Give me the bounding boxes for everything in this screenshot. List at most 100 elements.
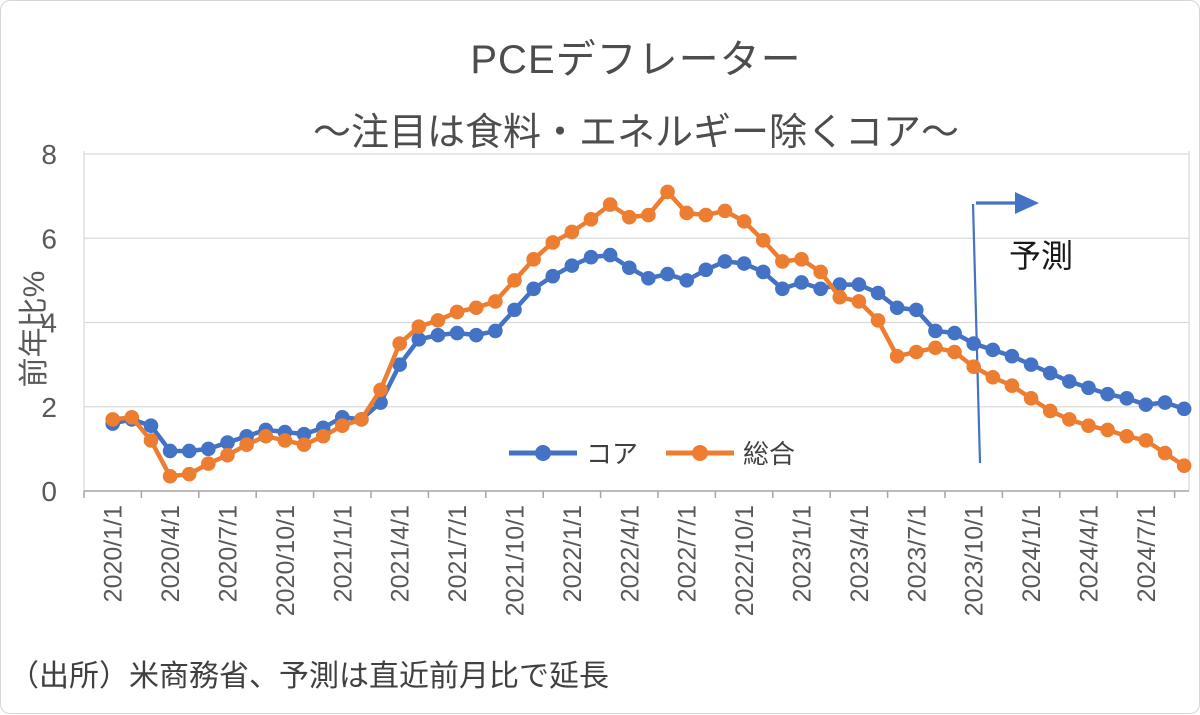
data-point bbox=[775, 254, 790, 269]
svg-text:2020/7/1: 2020/7/1 bbox=[215, 505, 243, 602]
data-point bbox=[1004, 348, 1020, 364]
data-point bbox=[908, 302, 924, 318]
data-point bbox=[162, 443, 178, 459]
data-point bbox=[1062, 412, 1077, 427]
forecast-divider bbox=[971, 203, 982, 464]
svg-text:6: 6 bbox=[41, 223, 57, 254]
data-point bbox=[1023, 391, 1039, 406]
data-point bbox=[1042, 365, 1058, 381]
data-point bbox=[1157, 445, 1173, 461]
legend: コア 総合 bbox=[507, 434, 795, 471]
data-point bbox=[813, 281, 828, 297]
gridlines bbox=[83, 151, 1190, 491]
data-point bbox=[966, 336, 981, 351]
data-point bbox=[641, 270, 656, 286]
data-point bbox=[258, 428, 274, 444]
data-point bbox=[181, 443, 197, 459]
svg-text:2022/1/1: 2022/1/1 bbox=[559, 505, 587, 602]
data-point bbox=[201, 441, 216, 457]
series-core bbox=[105, 247, 1192, 459]
data-point bbox=[966, 359, 981, 375]
data-point bbox=[373, 382, 388, 398]
svg-text:2024/4/1: 2024/4/1 bbox=[1076, 505, 1104, 602]
data-point bbox=[813, 264, 828, 280]
data-point bbox=[277, 433, 293, 448]
legend-item-core: コア bbox=[507, 434, 638, 471]
data-point bbox=[296, 426, 312, 442]
data-point bbox=[928, 340, 943, 356]
core-series-swatch bbox=[509, 444, 577, 461]
data-point bbox=[545, 235, 561, 250]
data-point bbox=[985, 369, 1001, 385]
data-point bbox=[928, 323, 943, 339]
data-point bbox=[1138, 433, 1154, 448]
source-note: （出所）米商務省、予測は直近前月比で延長 bbox=[9, 660, 609, 693]
svg-text:2021/10/1: 2021/10/1 bbox=[502, 505, 530, 616]
data-point bbox=[162, 468, 178, 484]
data-point bbox=[832, 277, 848, 292]
svg-text:2023/1/1: 2023/1/1 bbox=[789, 505, 817, 602]
data-point bbox=[794, 275, 809, 290]
data-point bbox=[775, 281, 790, 297]
svg-text:2023/7/1: 2023/7/1 bbox=[903, 505, 931, 602]
data-point bbox=[354, 412, 369, 427]
data-point bbox=[1081, 418, 1096, 434]
svg-text:2023/4/1: 2023/4/1 bbox=[846, 505, 874, 602]
data-point bbox=[1100, 386, 1115, 402]
data-point bbox=[602, 247, 618, 263]
data-point bbox=[526, 281, 541, 297]
data-point bbox=[794, 252, 809, 267]
data-point bbox=[411, 332, 427, 347]
data-point bbox=[947, 325, 962, 341]
data-point bbox=[602, 197, 618, 212]
svg-text:2024/1/1: 2024/1/1 bbox=[1018, 505, 1046, 602]
data-point bbox=[296, 437, 312, 452]
data-point bbox=[736, 214, 752, 229]
data-point bbox=[315, 428, 331, 444]
data-point bbox=[1176, 458, 1192, 474]
data-point bbox=[889, 300, 905, 316]
svg-text:2021/4/1: 2021/4/1 bbox=[387, 505, 415, 602]
data-point bbox=[832, 289, 848, 305]
data-point bbox=[870, 285, 886, 301]
data-point bbox=[889, 348, 905, 364]
data-point bbox=[105, 412, 120, 427]
data-point bbox=[468, 300, 484, 316]
data-point bbox=[1042, 403, 1058, 419]
data-point bbox=[717, 203, 733, 219]
legend-item-total: 総合 bbox=[664, 434, 795, 471]
legend-label-total: 総合 bbox=[743, 439, 796, 469]
legend-label-core: コア bbox=[586, 439, 639, 469]
data-point bbox=[392, 336, 407, 351]
data-point bbox=[488, 294, 503, 309]
forecast-annotation: 予測 bbox=[1009, 238, 1074, 274]
data-point bbox=[641, 207, 656, 223]
data-point bbox=[1157, 395, 1173, 410]
chart-title: PCEデフレーター bbox=[470, 38, 802, 82]
svg-text:8: 8 bbox=[41, 139, 57, 170]
y-axis-tick-labels: 0 2 4 6 8 bbox=[41, 139, 57, 507]
data-point bbox=[621, 260, 637, 276]
series-total bbox=[105, 184, 1192, 484]
data-point bbox=[583, 249, 599, 265]
x-axis-tick-labels: 2020/1/1 2020/4/1 2020/7/1 2020/10/1 2021/1/… bbox=[100, 505, 1161, 616]
data-point bbox=[124, 409, 140, 425]
data-point bbox=[143, 418, 159, 434]
data-point bbox=[1176, 401, 1192, 417]
data-point bbox=[717, 254, 733, 269]
svg-text:2021/1/1: 2021/1/1 bbox=[329, 505, 357, 602]
data-point bbox=[985, 342, 1001, 358]
x-axis bbox=[83, 490, 1189, 498]
data-point bbox=[545, 268, 561, 284]
svg-text:2: 2 bbox=[41, 392, 57, 423]
svg-text:2020/1/1: 2020/1/1 bbox=[100, 505, 128, 602]
data-point bbox=[239, 437, 254, 452]
data-point bbox=[220, 447, 235, 463]
data-point bbox=[1119, 391, 1135, 406]
data-point bbox=[334, 418, 350, 434]
data-point bbox=[755, 264, 771, 280]
data-point bbox=[679, 273, 694, 288]
data-point bbox=[1004, 378, 1020, 393]
